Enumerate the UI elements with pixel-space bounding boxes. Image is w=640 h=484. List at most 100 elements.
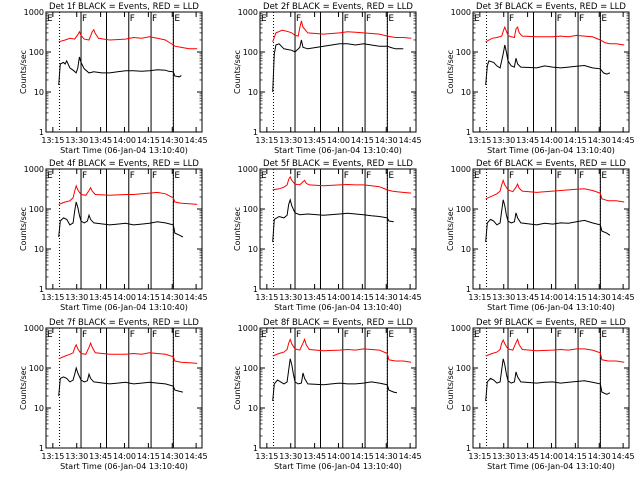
det-2-ytick-label: 10: [248, 88, 258, 97]
det-1-lld-series-line: [58, 28, 198, 50]
det-9-lld-series-line: [485, 338, 625, 363]
det-2-events-series-line: [272, 39, 404, 93]
det-7-title: Det 7f BLACK = Events, RED = LLD: [49, 318, 199, 328]
det-9-flag-f-label: F: [557, 330, 562, 340]
det-6-flag-e-label: E: [474, 171, 480, 181]
det-1-xtick-label: 14:45: [185, 136, 208, 145]
det-9-xtick-label: 14:30: [588, 452, 611, 461]
det-7-lld-series-line: [58, 341, 198, 364]
det-8-flag-f-label: F: [366, 330, 371, 340]
det-7-flag-f-label: F: [152, 330, 157, 340]
det-8-ytick-label: 100: [243, 364, 258, 373]
det-5-xtick-label: 13:30: [279, 293, 302, 302]
det-9-flag-e-label: E: [474, 330, 480, 340]
det-7-flag-e-label: E: [47, 330, 53, 340]
det-4-xtick-label: 14:00: [113, 293, 136, 302]
det-1-ytick-label: 1: [39, 128, 44, 137]
det-4-xtick-label: 14:15: [137, 293, 160, 302]
det-7-ytick-label: 1: [39, 444, 44, 453]
det-1-xlabel: Start Time (06-Jan-04 13:10:40): [60, 146, 188, 155]
det-1-flag-f-label: F: [152, 14, 157, 24]
det-9-xlabel: Start Time (06-Jan-04 13:10:40): [487, 462, 615, 471]
det-7-xtick-label: 13:45: [89, 452, 112, 461]
det-8-ylabel: Counts/sec: [233, 366, 242, 410]
det-4-plot-frame: [45, 168, 203, 290]
det-2-xtick-label: 14:45: [399, 136, 422, 145]
det-2-flag-f-label: F: [296, 14, 301, 24]
det-4-ytick-label: 100: [29, 205, 44, 214]
det-3-ytick-label: 100: [456, 48, 471, 57]
det-6-xtick-label: 14:00: [540, 293, 563, 302]
det-7-xtick-label: 14:30: [161, 452, 184, 461]
det-7-xtick-label: 14:45: [185, 452, 208, 461]
det-7-events-series-line: [58, 366, 184, 397]
det-7-flag-e-label: E: [174, 330, 180, 340]
det-8-ytick-label: 1: [253, 444, 258, 453]
det-4-title: Det 4f BLACK = Events, RED = LLD: [49, 159, 199, 169]
det-7-flag-f-label: F: [130, 330, 135, 340]
det-8-xtick-label: 14:15: [351, 452, 374, 461]
det-3-xtick-label: 13:15: [468, 136, 491, 145]
det-8-title: Det 8f BLACK = Events, RED = LLD: [263, 318, 413, 328]
det-2-flag-f-label: F: [344, 14, 349, 24]
det-4-flag-e-label: E: [174, 171, 180, 181]
det-5-flag-e-label: E: [388, 171, 394, 181]
det-8-plot-frame: [259, 327, 417, 449]
det-6-xtick-label: 13:45: [516, 293, 539, 302]
det-6-plot-frame: [472, 168, 630, 290]
det-3-title: Det 3f BLACK = Events, RED = LLD: [476, 2, 626, 12]
det-9-events-series-line: [485, 358, 611, 402]
det-4-events-series-line: [58, 201, 184, 238]
det-9-ytick-label: 1000: [451, 324, 471, 333]
det-6-ytick-label: 100: [456, 205, 471, 214]
det-3-xlabel: Start Time (06-Jan-04 13:10:40): [487, 146, 615, 155]
det-6-xtick-label: 13:30: [492, 293, 515, 302]
det-2-ylabel: Counts/sec: [233, 50, 242, 94]
det-3-events-series-line: [485, 44, 611, 86]
det-7-xtick-label: 14:15: [137, 452, 160, 461]
det-1-ylabel: Counts/sec: [19, 50, 28, 94]
det-5-flag-f-label: F: [296, 171, 301, 181]
det-8-flag-f-label: F: [296, 330, 301, 340]
det-6-ytick-label: 10: [461, 245, 471, 254]
det-4-flag-f-label: F: [82, 171, 87, 181]
det-3-ylabel: Counts/sec: [446, 50, 455, 94]
det-8-xlabel: Start Time (06-Jan-04 13:10:40): [274, 462, 402, 471]
det-9-ytick-label: 100: [456, 364, 471, 373]
det-8-lld-series-line: [272, 337, 412, 363]
det-5-title: Det 5f BLACK = Events, RED = LLD: [263, 159, 413, 169]
det-1-xtick-label: 13:45: [89, 136, 112, 145]
det-6-lld-series-line: [485, 178, 625, 203]
det-9-xtick-label: 14:45: [612, 452, 635, 461]
det-3-xtick-label: 14:30: [588, 136, 611, 145]
det-1-xtick-label: 14:30: [161, 136, 184, 145]
det-1-flag-f-label: F: [130, 14, 135, 24]
det-8-xtick-label: 14:45: [399, 452, 422, 461]
det-2-xtick-label: 14:30: [375, 136, 398, 145]
det-3-ytick-label: 1000: [451, 8, 471, 17]
det-9-flag-f-label: F: [579, 330, 584, 340]
det-6-xtick-label: 14:30: [588, 293, 611, 302]
det-7-xlabel: Start Time (06-Jan-04 13:10:40): [60, 462, 188, 471]
det-6-flag-e-label: E: [601, 171, 607, 181]
det-5-ytick-label: 1000: [238, 165, 258, 174]
det-7-flag-f-label: F: [82, 330, 87, 340]
det-5-xtick-label: 13:15: [255, 293, 278, 302]
det-9-xtick-label: 13:15: [468, 452, 491, 461]
det-6-xtick-label: 14:15: [564, 293, 587, 302]
det-8-events-series-line: [272, 358, 398, 402]
det-3-ytick-label: 1: [466, 128, 471, 137]
det-2-ytick-label: 1: [253, 128, 258, 137]
det-8-ytick-label: 1000: [238, 324, 258, 333]
det-1-ytick-label: 1000: [24, 8, 44, 17]
det-6-xlabel: Start Time (06-Jan-04 13:10:40): [487, 303, 615, 312]
det-5-xtick-label: 14:30: [375, 293, 398, 302]
det-5-flag-f-label: F: [366, 171, 371, 181]
det-5-xtick-label: 14:00: [327, 293, 350, 302]
det-7-ylabel: Counts/sec: [19, 366, 28, 410]
det-8-xtick-label: 14:00: [327, 452, 350, 461]
det-8-ytick-label: 10: [248, 404, 258, 413]
det-5-lld-series-line: [272, 175, 412, 194]
det-1-plot-frame: [45, 11, 203, 133]
